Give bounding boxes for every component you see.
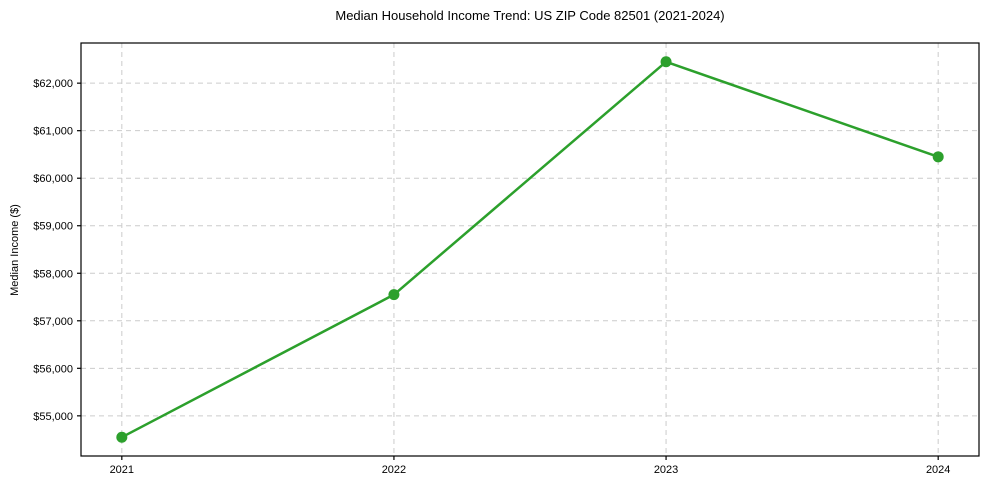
- x-tick-label: 2022: [382, 464, 406, 476]
- income-trend-line: [120, 60, 940, 439]
- y-tick-label: $62,000: [33, 78, 73, 90]
- data-point-marker: [388, 289, 400, 301]
- data-point-marker: [932, 151, 944, 163]
- chart-title: Median Household Income Trend: US ZIP Co…: [335, 8, 725, 23]
- y-tick-label: $56,000: [33, 363, 73, 375]
- x-tick-label: 2023: [654, 464, 678, 476]
- y-tick-label: $59,000: [33, 221, 73, 233]
- data-point-marker: [660, 56, 672, 68]
- y-tick-label: $57,000: [33, 316, 73, 328]
- plot-border: [80, 42, 980, 457]
- data-point-marker: [116, 431, 128, 443]
- y-tick-label: $60,000: [33, 173, 73, 185]
- x-tick-label: 2024: [926, 464, 950, 476]
- y-tick-label: $58,000: [33, 268, 73, 280]
- y-tick-label: $55,000: [33, 411, 73, 423]
- y-tick-label: $61,000: [33, 126, 73, 138]
- x-tick-label: 2021: [110, 464, 134, 476]
